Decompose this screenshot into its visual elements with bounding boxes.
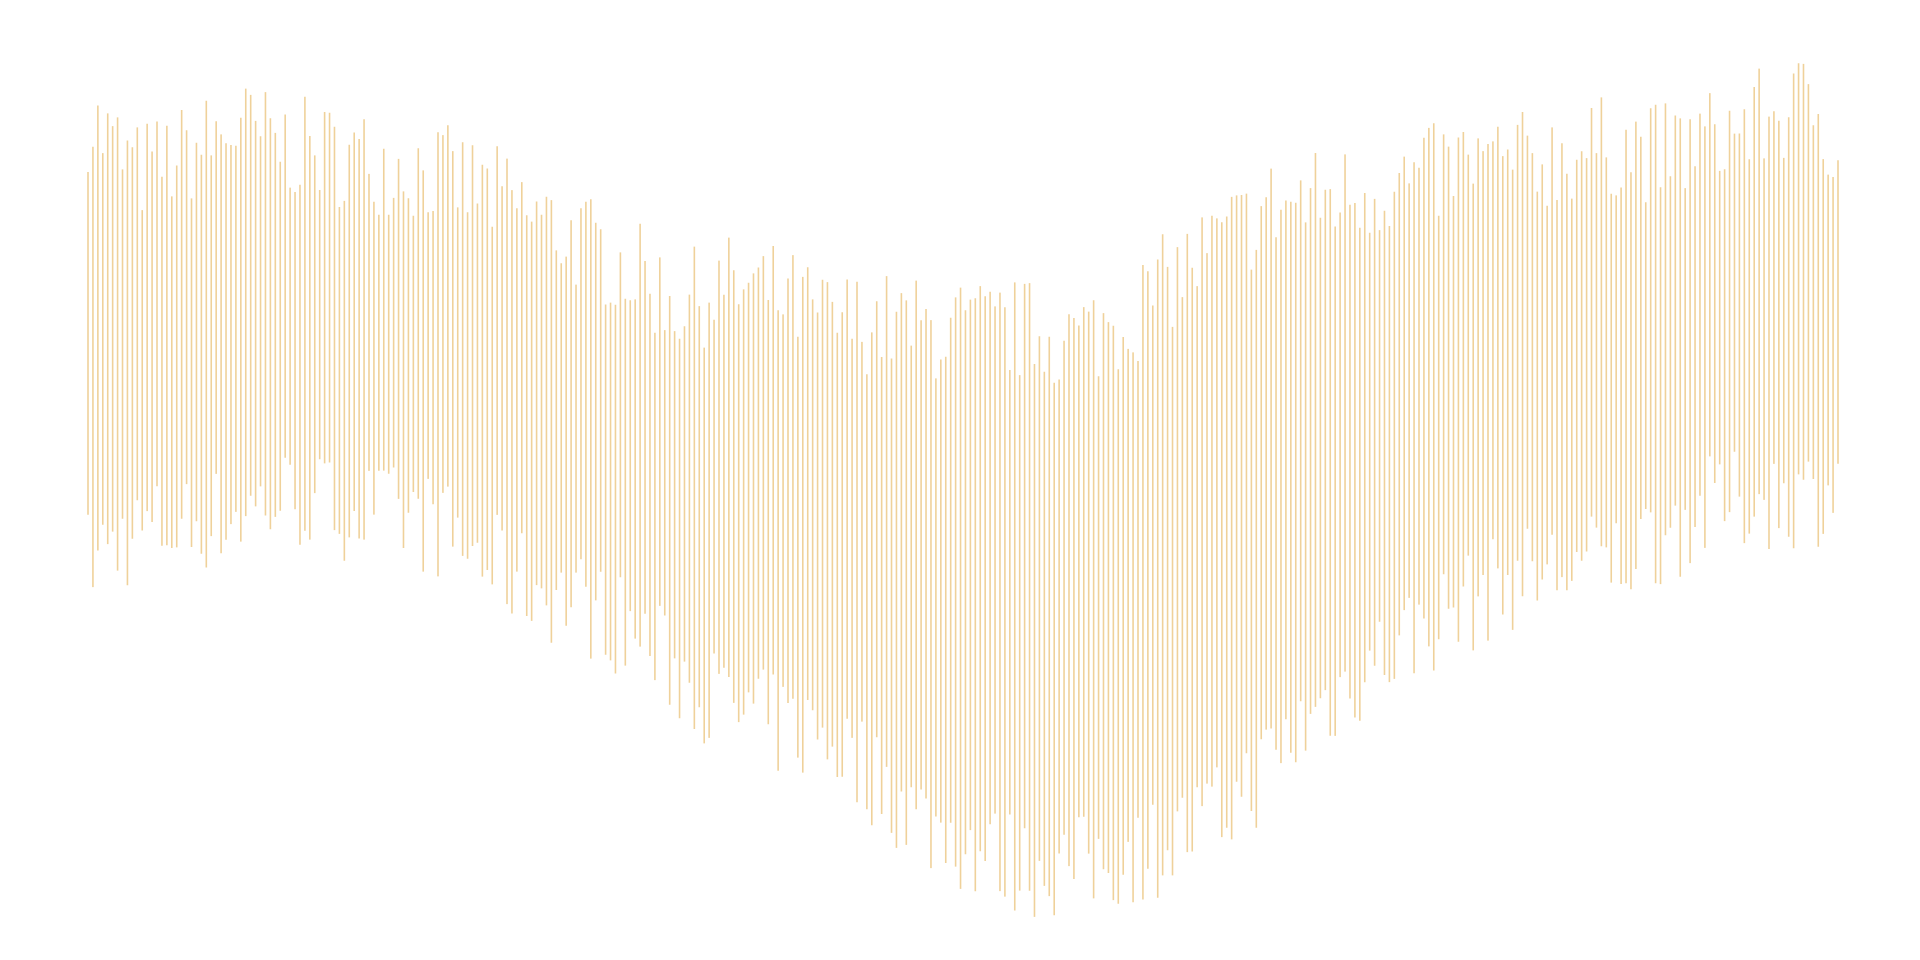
bar-series [87,63,1839,917]
